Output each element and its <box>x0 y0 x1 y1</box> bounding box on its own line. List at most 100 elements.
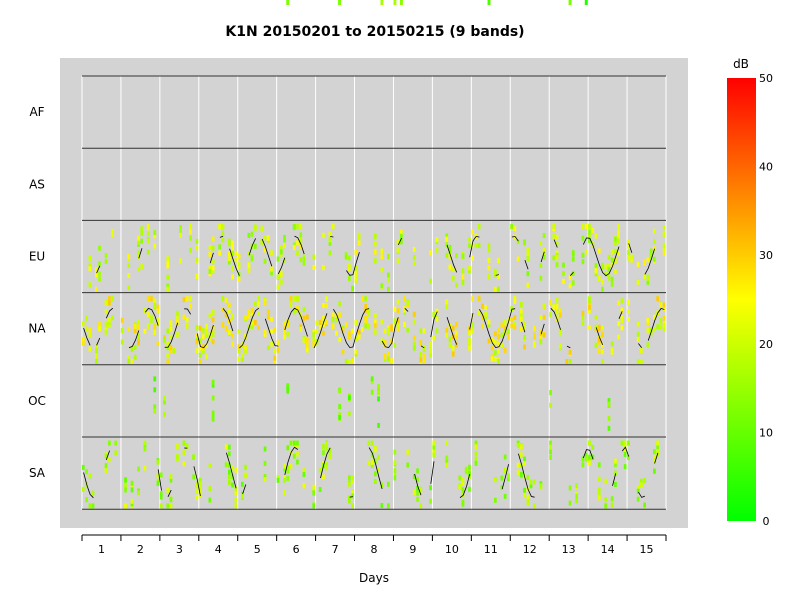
median-line-NA <box>595 327 604 346</box>
heat-cell <box>594 342 598 348</box>
heat-cell <box>95 267 98 273</box>
heat-cell <box>412 335 416 341</box>
heat-cell <box>195 245 199 251</box>
heat-cell <box>111 232 114 238</box>
heat-cell <box>163 411 166 417</box>
heat-cell <box>114 440 118 446</box>
heat-cell <box>581 259 585 265</box>
heat-cell <box>250 311 254 317</box>
heat-cell <box>348 334 351 340</box>
heat-cell <box>445 299 449 305</box>
heat-cell <box>571 256 575 262</box>
heat-cell <box>406 462 410 468</box>
heat-cell <box>477 310 481 316</box>
heat-cell <box>95 272 98 278</box>
heat-cell <box>468 464 471 470</box>
heat-cell <box>211 310 215 315</box>
heat-cell <box>108 300 111 306</box>
heat-cell <box>617 238 620 244</box>
heat-cell <box>471 329 474 334</box>
heat-cell <box>656 440 659 446</box>
heat-cell <box>143 328 147 334</box>
heat-cell <box>471 255 474 261</box>
heat-cell <box>198 338 202 344</box>
heat-cell <box>581 456 585 462</box>
heat-cell <box>468 337 471 343</box>
heat-cell <box>588 305 591 311</box>
heat-cell <box>422 353 426 359</box>
heat-cell <box>636 336 640 342</box>
heat-cell <box>228 329 231 335</box>
heat-cell <box>228 480 231 485</box>
median-line-EU <box>397 237 402 246</box>
median-line-EU <box>469 235 480 258</box>
heat-cell <box>646 275 650 281</box>
heat-cell <box>263 460 267 466</box>
heat-cell <box>133 328 137 334</box>
heat-cell <box>231 245 234 251</box>
heat-cell <box>445 233 449 239</box>
heat-cell <box>211 339 215 345</box>
heat-cell <box>555 241 559 247</box>
heat-cell <box>614 458 617 464</box>
median-line-NA <box>479 308 516 349</box>
heat-cell <box>111 315 114 321</box>
heat-cell <box>176 454 179 460</box>
heat-cell <box>636 496 640 502</box>
heat-cell <box>286 475 290 481</box>
heat-cell <box>542 332 546 338</box>
heat-cell <box>179 227 182 233</box>
heat-cell <box>159 491 163 497</box>
heat-cell <box>636 485 640 491</box>
heat-cell <box>568 283 572 289</box>
heat-cell <box>318 467 322 473</box>
heat-cell <box>312 254 316 260</box>
heat-cell <box>494 286 497 292</box>
continent-labels: AF AS EU NA OC SA <box>28 105 46 480</box>
heat-cell <box>150 314 153 320</box>
heat-cell <box>374 313 377 319</box>
heat-cell <box>153 230 157 236</box>
heat-cell <box>195 495 199 501</box>
heat-cell <box>351 358 354 364</box>
heat-cell <box>500 322 504 328</box>
heat-cell <box>279 273 283 279</box>
heat-cell <box>461 280 465 285</box>
heat-cell <box>299 238 303 244</box>
heat-cell <box>435 247 439 253</box>
heat-cell <box>257 325 260 330</box>
median-line-NA <box>618 311 623 319</box>
heat-cell <box>610 341 614 347</box>
heat-cell <box>185 443 189 449</box>
heat-cell <box>153 233 157 239</box>
heat-cell <box>231 333 234 339</box>
heat-cell <box>662 250 666 256</box>
median-line-NA <box>239 307 260 349</box>
heat-cell <box>156 341 160 347</box>
heat-cell <box>286 321 290 327</box>
heat-cell <box>331 312 335 318</box>
heat-cell <box>211 382 215 388</box>
heat-cell <box>270 316 273 322</box>
heat-cell <box>374 329 377 335</box>
heat-cell <box>270 250 273 256</box>
heat-cell <box>653 455 656 460</box>
heat-cell <box>224 312 228 318</box>
heat-cell <box>494 497 497 503</box>
heat-cell <box>195 348 199 354</box>
heat-cell <box>231 465 234 471</box>
heat-cell <box>516 256 520 262</box>
heat-cell <box>597 337 601 343</box>
heat-cell <box>555 304 559 310</box>
heat-cell <box>604 503 608 509</box>
heat-cell <box>507 334 510 340</box>
heat-cell <box>283 466 286 472</box>
heat-cell <box>656 448 659 454</box>
heat-cell <box>104 321 108 327</box>
median-line-NA <box>540 323 545 335</box>
median-line-NA <box>284 307 308 337</box>
heat-cell <box>581 235 585 241</box>
colorbar: 0 10 20 30 40 50 <box>727 72 773 528</box>
heat-cell <box>266 345 270 351</box>
heat-cell <box>601 332 604 338</box>
